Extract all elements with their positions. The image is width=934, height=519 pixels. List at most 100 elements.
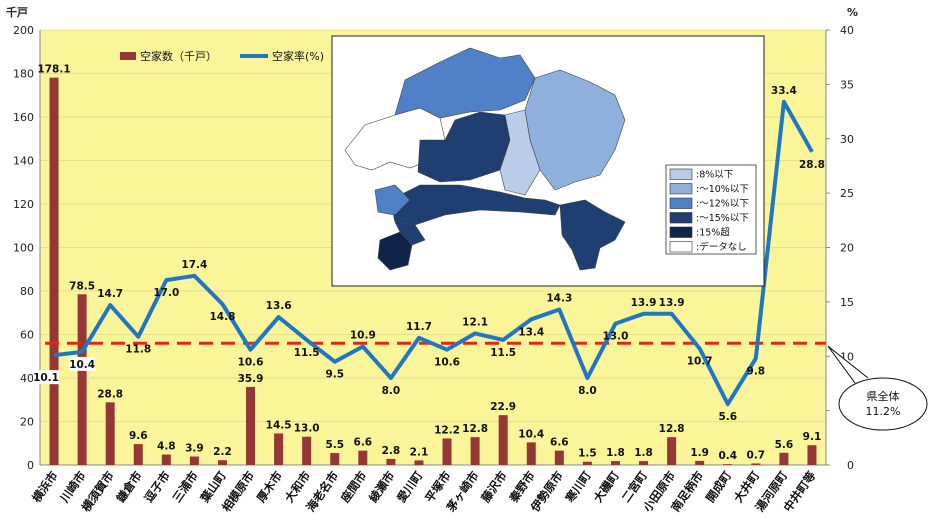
line-data-label: 13.9 — [659, 297, 685, 309]
bar-data-label: 2.1 — [410, 446, 429, 458]
bar-data-label: 5.5 — [325, 439, 344, 451]
line-data-label: 10.6 — [434, 357, 460, 369]
right-tick-label: 15 — [840, 296, 854, 309]
rate-line — [53, 99, 814, 407]
bar — [189, 456, 199, 465]
bar — [751, 463, 761, 465]
line-series — [53, 99, 814, 407]
line-data-label-bg — [33, 370, 60, 385]
right-tick-label: 35 — [840, 78, 854, 91]
callout-title: 県全体 — [867, 389, 900, 403]
callout-pointer — [827, 345, 869, 384]
map-legend-label: :データなし — [696, 241, 747, 253]
line-data-label: 5.6 — [718, 411, 737, 423]
line-data-label: 17.4 — [181, 259, 207, 271]
left-tick-label: 60 — [20, 329, 34, 342]
x-tick-label: 開成町 — [703, 468, 735, 505]
bar — [526, 442, 536, 465]
bar-data-label: 0.7 — [747, 449, 766, 461]
left-tick-label: 140 — [13, 155, 34, 168]
bar-data-label: 14.5 — [266, 419, 292, 431]
map-legend: :8%以下:～10%以下:～12%以下:～15%以下:15%超:データなし — [665, 164, 757, 255]
line-data-label: 11.7 — [406, 321, 432, 333]
bar — [639, 461, 649, 465]
map-legend-frame — [665, 164, 757, 255]
line-data-label: 10.9 — [350, 329, 376, 341]
map-legend-swatch — [669, 168, 693, 180]
bar-data-label: 78.5 — [69, 280, 95, 292]
line-data-label-bg — [69, 356, 96, 371]
bar-data-label: 6.6 — [550, 437, 569, 449]
bar-data-label: 22.9 — [490, 401, 516, 413]
line-data-label: 13.6 — [266, 300, 292, 312]
bar — [105, 402, 115, 465]
map-legend-swatch — [669, 197, 693, 209]
left-axis-unit: 千戸 — [6, 5, 28, 19]
legend-label-line: 空家率(%) — [272, 49, 324, 63]
bar-data-label: 12.8 — [659, 423, 685, 435]
bar — [49, 77, 59, 465]
x-tick-label: 座間市 — [337, 468, 369, 506]
line-data-label: 13.0 — [603, 331, 629, 343]
bar-data-label: 6.6 — [354, 437, 373, 449]
x-tick-label: 厚木市 — [254, 468, 286, 505]
right-tick-label: 20 — [840, 242, 854, 255]
data-labels: 178.178.528.89.64.8 3.9 2.235.914.5 13.05.5… — [33, 64, 825, 462]
left-tick-label: 180 — [13, 68, 34, 81]
bar-data-label: 12.2 — [434, 424, 460, 436]
bar — [470, 437, 480, 465]
x-tick-label: 寒川町 — [562, 468, 594, 506]
bar-data-label: 12.8 — [462, 423, 488, 435]
left-axis: 0 20 40 60 80 100 120 140 160 180 200 — [13, 24, 826, 472]
map-legend-label: :～15%以下 — [696, 213, 749, 224]
line-data-label: 9.5 — [325, 369, 344, 381]
left-tick-label: 120 — [13, 198, 34, 211]
x-tick-label: 愛川町 — [394, 468, 426, 505]
left-tick-label: 20 — [20, 416, 34, 429]
bar — [442, 438, 452, 465]
bar — [779, 452, 789, 465]
line-data-label: 14.8 — [210, 311, 236, 323]
line-data-label: 17.0 — [153, 287, 179, 299]
bar — [498, 415, 508, 465]
bar-data-label: 35.9 — [238, 373, 264, 385]
bar — [358, 450, 368, 465]
bar — [77, 294, 87, 465]
line-data-label: 8.0 — [578, 385, 597, 397]
bar-data-label: 10.4 — [518, 428, 544, 440]
right-tick-label: 40 — [840, 24, 854, 37]
map-region-odawara — [394, 221, 426, 246]
line-data-label: 10.6 — [238, 357, 264, 369]
bar-data-label: 178.1 — [37, 64, 70, 76]
map-region-southwest — [374, 184, 411, 216]
bar — [582, 461, 592, 465]
bar — [246, 386, 256, 465]
map-legend-swatch — [669, 212, 693, 224]
bar-data-label: 28.8 — [97, 388, 123, 400]
line-data-label: 11.5 — [294, 347, 320, 359]
bar-data-label: 9.6 — [129, 430, 148, 442]
bar-data-label: 1.9 — [690, 447, 709, 459]
left-tick-label: 100 — [13, 242, 34, 255]
bar — [161, 454, 171, 465]
bar-data-label: 5.6 — [775, 439, 794, 451]
bar-data-label: 4.8 — [157, 441, 176, 453]
callout-value: 11.2% — [866, 405, 901, 418]
line-data-label: 13.4 — [518, 326, 544, 338]
x-tick-label: 藤沢市 — [478, 468, 510, 505]
legend-swatch-bar — [120, 52, 136, 60]
line-data-label: 33.4 — [771, 85, 797, 97]
map-region-peninsula — [559, 199, 626, 271]
right-axis-unit: % — [847, 6, 858, 19]
bar — [414, 460, 424, 465]
bar-data-label: 2.8 — [382, 445, 401, 457]
legend: 空家数（千戸） 空家率(%) — [120, 49, 324, 63]
map-legend-swatch — [669, 241, 693, 253]
x-tick-label: 逗子市 — [142, 468, 174, 505]
line-data-label: 14.7 — [97, 288, 123, 300]
line-data-label: 9.8 — [747, 365, 766, 377]
callout-bubble — [838, 377, 928, 431]
bar — [302, 436, 312, 465]
bar — [807, 445, 817, 465]
